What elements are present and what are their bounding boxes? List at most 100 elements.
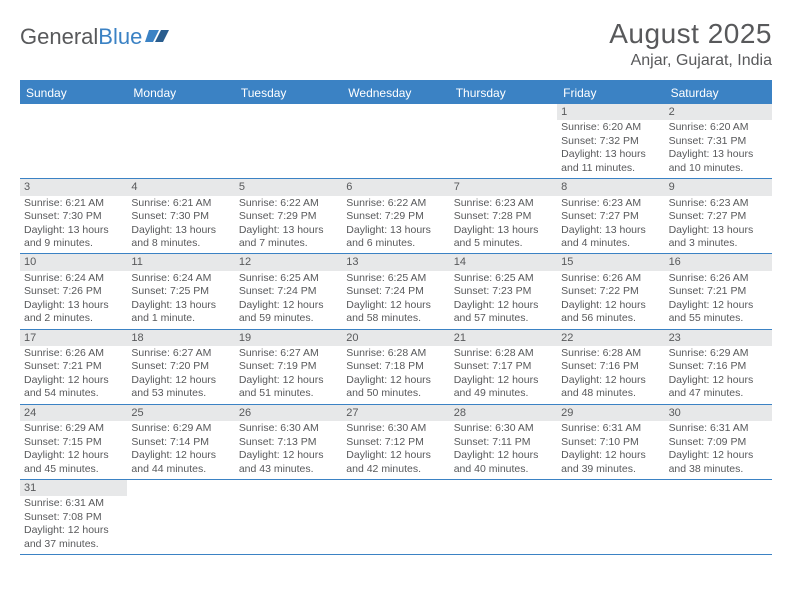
day-cell: 20Sunrise: 6:28 AMSunset: 7:18 PMDayligh… bbox=[342, 330, 449, 404]
day-cell: 30Sunrise: 6:31 AMSunset: 7:09 PMDayligh… bbox=[665, 405, 772, 479]
day-number: 12 bbox=[239, 256, 251, 268]
day-number: 31 bbox=[24, 482, 36, 494]
day-num-row bbox=[342, 480, 449, 482]
day-num-row bbox=[127, 480, 234, 482]
daylight-text: Daylight: 12 hours and 40 minutes. bbox=[454, 449, 553, 476]
day-num-row: 29 bbox=[557, 405, 664, 421]
sunrise-text: Sunrise: 6:22 AM bbox=[239, 197, 338, 210]
day-number: 26 bbox=[239, 407, 251, 419]
day-number: 25 bbox=[131, 407, 143, 419]
sunrise-text: Sunrise: 6:26 AM bbox=[24, 347, 123, 360]
sunset-text: Sunset: 7:26 PM bbox=[24, 285, 123, 298]
daylight-text: Daylight: 12 hours and 54 minutes. bbox=[24, 374, 123, 401]
day-cell: 5Sunrise: 6:22 AMSunset: 7:29 PMDaylight… bbox=[235, 179, 342, 253]
sunset-text: Sunset: 7:32 PM bbox=[561, 135, 660, 148]
sunset-text: Sunset: 7:31 PM bbox=[669, 135, 768, 148]
day-cell: 16Sunrise: 6:26 AMSunset: 7:21 PMDayligh… bbox=[665, 254, 772, 328]
daylight-text: Daylight: 13 hours and 3 minutes. bbox=[669, 224, 768, 251]
day-num-row: 27 bbox=[342, 405, 449, 421]
sunrise-text: Sunrise: 6:21 AM bbox=[131, 197, 230, 210]
day-num-row: 9 bbox=[665, 179, 772, 195]
sunrise-text: Sunrise: 6:29 AM bbox=[131, 422, 230, 435]
sunset-text: Sunset: 7:16 PM bbox=[669, 360, 768, 373]
sunset-text: Sunset: 7:30 PM bbox=[24, 210, 123, 223]
day-cell: 14Sunrise: 6:25 AMSunset: 7:23 PMDayligh… bbox=[450, 254, 557, 328]
daylight-text: Daylight: 13 hours and 1 minute. bbox=[131, 299, 230, 326]
day-number: 5 bbox=[239, 181, 245, 193]
day-num-row: 30 bbox=[665, 405, 772, 421]
day-cell: 29Sunrise: 6:31 AMSunset: 7:10 PMDayligh… bbox=[557, 405, 664, 479]
day-number: 7 bbox=[454, 181, 460, 193]
day-num-row: 23 bbox=[665, 330, 772, 346]
day-cell: 22Sunrise: 6:28 AMSunset: 7:16 PMDayligh… bbox=[557, 330, 664, 404]
day-number: 20 bbox=[346, 332, 358, 344]
day-num-row bbox=[127, 104, 234, 106]
daylight-text: Daylight: 13 hours and 10 minutes. bbox=[669, 148, 768, 175]
sunrise-text: Sunrise: 6:26 AM bbox=[669, 272, 768, 285]
day-cell: 11Sunrise: 6:24 AMSunset: 7:25 PMDayligh… bbox=[127, 254, 234, 328]
week-row: 3Sunrise: 6:21 AMSunset: 7:30 PMDaylight… bbox=[20, 179, 772, 254]
daylight-text: Daylight: 12 hours and 59 minutes. bbox=[239, 299, 338, 326]
daylight-text: Daylight: 12 hours and 55 minutes. bbox=[669, 299, 768, 326]
sunset-text: Sunset: 7:23 PM bbox=[454, 285, 553, 298]
day-cell bbox=[342, 480, 449, 554]
day-number: 19 bbox=[239, 332, 251, 344]
day-number: 21 bbox=[454, 332, 466, 344]
day-num-row: 2 bbox=[665, 104, 772, 120]
sunrise-text: Sunrise: 6:29 AM bbox=[669, 347, 768, 360]
day-num-row: 24 bbox=[20, 405, 127, 421]
day-number: 8 bbox=[561, 181, 567, 193]
calendar: SundayMondayTuesdayWednesdayThursdayFrid… bbox=[20, 80, 772, 555]
header: GeneralBlue August 2025 Anjar, Gujarat, … bbox=[20, 18, 772, 70]
sunset-text: Sunset: 7:17 PM bbox=[454, 360, 553, 373]
day-num-row: 22 bbox=[557, 330, 664, 346]
day-num-row bbox=[450, 480, 557, 482]
day-cell: 17Sunrise: 6:26 AMSunset: 7:21 PMDayligh… bbox=[20, 330, 127, 404]
sunrise-text: Sunrise: 6:30 AM bbox=[239, 422, 338, 435]
week-row: 31Sunrise: 6:31 AMSunset: 7:08 PMDayligh… bbox=[20, 480, 772, 555]
day-num-row: 26 bbox=[235, 405, 342, 421]
day-cell: 12Sunrise: 6:25 AMSunset: 7:24 PMDayligh… bbox=[235, 254, 342, 328]
location: Anjar, Gujarat, India bbox=[609, 52, 772, 70]
sunrise-text: Sunrise: 6:28 AM bbox=[454, 347, 553, 360]
day-num-row: 12 bbox=[235, 254, 342, 270]
day-number: 4 bbox=[131, 181, 137, 193]
day-cell bbox=[665, 480, 772, 554]
sunset-text: Sunset: 7:15 PM bbox=[24, 436, 123, 449]
weeks-container: 1Sunrise: 6:20 AMSunset: 7:32 PMDaylight… bbox=[20, 104, 772, 555]
day-num-row: 21 bbox=[450, 330, 557, 346]
day-cell: 24Sunrise: 6:29 AMSunset: 7:15 PMDayligh… bbox=[20, 405, 127, 479]
day-number: 14 bbox=[454, 256, 466, 268]
sunset-text: Sunset: 7:29 PM bbox=[346, 210, 445, 223]
sunset-text: Sunset: 7:14 PM bbox=[131, 436, 230, 449]
daylight-text: Daylight: 13 hours and 6 minutes. bbox=[346, 224, 445, 251]
sunrise-text: Sunrise: 6:20 AM bbox=[561, 121, 660, 134]
sunrise-text: Sunrise: 6:21 AM bbox=[24, 197, 123, 210]
day-cell: 28Sunrise: 6:30 AMSunset: 7:11 PMDayligh… bbox=[450, 405, 557, 479]
daylight-text: Daylight: 13 hours and 11 minutes. bbox=[561, 148, 660, 175]
month-title: August 2025 bbox=[609, 18, 772, 50]
day-number: 29 bbox=[561, 407, 573, 419]
sunrise-text: Sunrise: 6:29 AM bbox=[24, 422, 123, 435]
logo-text-1: General bbox=[20, 24, 98, 50]
daylight-text: Daylight: 12 hours and 42 minutes. bbox=[346, 449, 445, 476]
daylight-text: Daylight: 12 hours and 38 minutes. bbox=[669, 449, 768, 476]
sunset-text: Sunset: 7:11 PM bbox=[454, 436, 553, 449]
day-number: 10 bbox=[24, 256, 36, 268]
day-cell: 19Sunrise: 6:27 AMSunset: 7:19 PMDayligh… bbox=[235, 330, 342, 404]
sunset-text: Sunset: 7:27 PM bbox=[561, 210, 660, 223]
day-cell bbox=[235, 480, 342, 554]
sunset-text: Sunset: 7:16 PM bbox=[561, 360, 660, 373]
daylight-text: Daylight: 13 hours and 7 minutes. bbox=[239, 224, 338, 251]
day-num-row: 3 bbox=[20, 179, 127, 195]
day-num-row bbox=[20, 104, 127, 106]
day-num-row: 16 bbox=[665, 254, 772, 270]
daylight-text: Daylight: 12 hours and 53 minutes. bbox=[131, 374, 230, 401]
day-cell: 26Sunrise: 6:30 AMSunset: 7:13 PMDayligh… bbox=[235, 405, 342, 479]
sunset-text: Sunset: 7:09 PM bbox=[669, 436, 768, 449]
sunset-text: Sunset: 7:12 PM bbox=[346, 436, 445, 449]
day-cell: 6Sunrise: 6:22 AMSunset: 7:29 PMDaylight… bbox=[342, 179, 449, 253]
daylight-text: Daylight: 13 hours and 9 minutes. bbox=[24, 224, 123, 251]
daylight-text: Daylight: 12 hours and 43 minutes. bbox=[239, 449, 338, 476]
sunrise-text: Sunrise: 6:27 AM bbox=[239, 347, 338, 360]
